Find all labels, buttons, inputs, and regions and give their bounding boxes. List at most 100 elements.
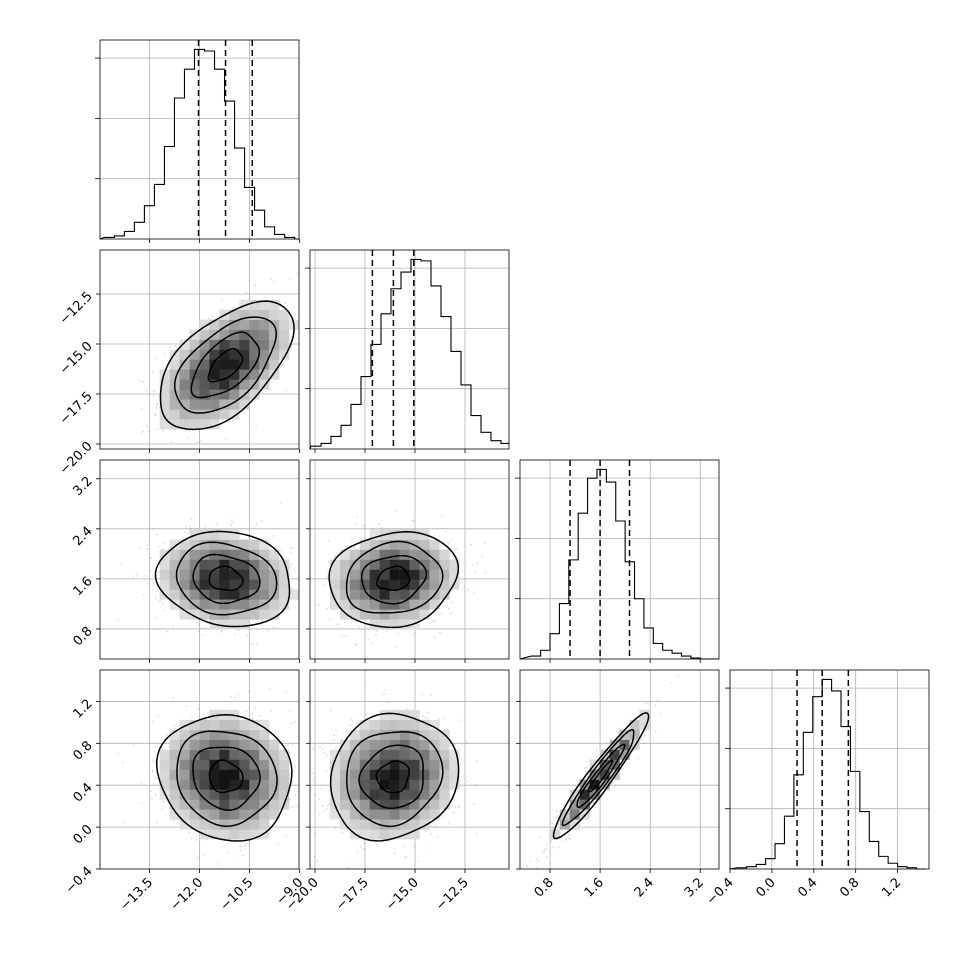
scatter-point [289, 567, 292, 569]
density-cell [169, 569, 180, 580]
density-cell [259, 299, 270, 310]
density-cell [399, 719, 410, 731]
scatter-point [313, 856, 316, 859]
x-tick-label: −17.5 [333, 875, 372, 914]
scatter-point [445, 602, 447, 604]
scatter-point [151, 770, 154, 773]
scatter-point [240, 849, 242, 851]
density-cell [219, 829, 230, 840]
scatter-point [215, 522, 218, 525]
scatter-point [251, 712, 254, 715]
density-cell [339, 779, 351, 790]
scatter-point [142, 593, 145, 596]
density-cell [199, 399, 210, 410]
scatter-point [197, 857, 200, 859]
density-cell [199, 589, 210, 600]
density-cell [229, 369, 240, 380]
scatter-point [457, 805, 460, 807]
density-cell [229, 739, 240, 750]
scatter-point [319, 787, 322, 790]
scatter-point [185, 705, 188, 708]
density-cell [379, 739, 390, 750]
density-cell [379, 749, 390, 760]
scatter-point [424, 716, 426, 719]
scatter-point [253, 526, 255, 529]
y-tick-label: −20.0 [57, 439, 96, 478]
scatter-point [473, 591, 476, 594]
density-cell [239, 819, 250, 830]
density-cell [229, 329, 240, 340]
density-cell [349, 739, 361, 750]
scatter-point [637, 757, 639, 760]
scatter-point [326, 805, 328, 807]
joint-panel-content [520, 670, 719, 869]
scatter-point [384, 689, 387, 691]
density-cell [219, 789, 230, 800]
density-cell [259, 549, 270, 560]
x-tick-label: −15.0 [383, 875, 422, 914]
density-cell [209, 729, 220, 740]
density-cell [189, 399, 200, 410]
scatter-point [237, 693, 239, 696]
scatter-point [273, 280, 276, 283]
scatter-point [397, 632, 400, 635]
density-cell [199, 729, 210, 740]
scatter-point [270, 278, 273, 281]
density-cell [229, 759, 240, 770]
scatter-point [539, 835, 541, 838]
density-cell [219, 719, 230, 731]
density-cell [239, 789, 250, 800]
density-cell [419, 809, 430, 820]
density-cell [449, 569, 460, 580]
density-cell [279, 329, 290, 340]
scatter-point [313, 793, 316, 796]
scatter-point [232, 306, 235, 309]
scatter-point [154, 793, 157, 796]
scatter-point [220, 299, 223, 301]
scatter-point [429, 824, 432, 827]
scatter-point [344, 635, 347, 638]
scatter-point [406, 708, 409, 710]
density-cell [359, 769, 370, 780]
scatter-point [152, 759, 155, 762]
density-cell [179, 419, 190, 430]
scatter-point [197, 624, 200, 627]
density-cell [279, 759, 290, 770]
density-cell [229, 529, 240, 540]
scatter-point [424, 830, 427, 832]
density-cell [189, 589, 200, 600]
density-cell [339, 579, 351, 590]
density-cell [209, 769, 220, 780]
scatter-point [305, 766, 307, 768]
density-cell [359, 749, 370, 760]
density-cell [169, 599, 180, 610]
density-cell [189, 409, 200, 420]
scatter-point [356, 722, 358, 725]
density-cell [209, 359, 220, 370]
y-tick-label: 0.8 [70, 624, 95, 649]
scatter-point [238, 629, 240, 632]
density-cell [249, 759, 260, 770]
scatter-point [353, 621, 356, 624]
scatter-point [152, 394, 155, 397]
scatter-point [153, 390, 155, 392]
scatter-point [403, 845, 406, 848]
density-cell [239, 329, 250, 340]
scatter-point [174, 344, 177, 347]
density-cell [179, 749, 190, 760]
density-cell [329, 559, 341, 570]
density-cell [279, 599, 290, 610]
scatter-point [334, 827, 337, 830]
density-cell [239, 589, 250, 600]
scatter-point [155, 452, 157, 454]
density-cell [369, 559, 380, 570]
scatter-point [290, 547, 292, 549]
density-cell [339, 589, 351, 600]
scatter-point [617, 732, 620, 735]
scatter-point [308, 779, 310, 781]
density-cell [359, 829, 370, 840]
density-cell [369, 829, 380, 840]
density-cell [249, 389, 260, 400]
scatter-point [146, 424, 149, 427]
density-cell [439, 589, 450, 600]
